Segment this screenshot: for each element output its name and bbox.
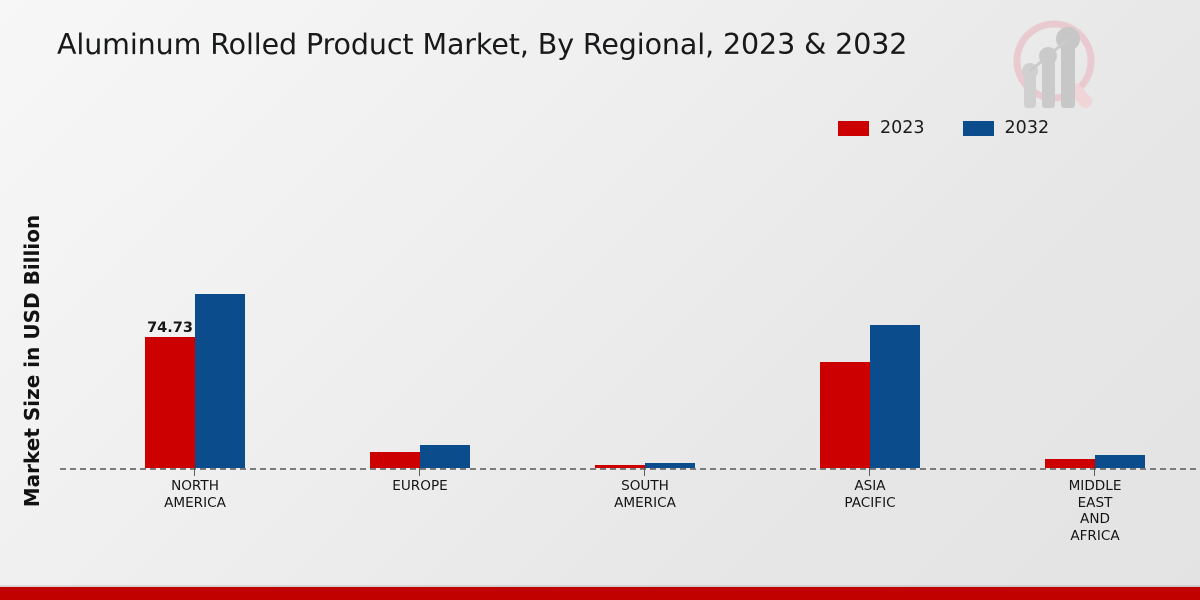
x-axis-label-line: AMERICA — [614, 494, 676, 511]
axis-baseline — [60, 468, 1196, 470]
legend-swatch-2032 — [962, 121, 994, 137]
legend-label-2032: 2032 — [1004, 118, 1050, 138]
x-axis-label-europe: EUROPE — [392, 478, 447, 495]
x-axis-label-line: EAST — [1077, 494, 1113, 511]
bar-value-north-america-2023: 74.73 — [147, 320, 193, 336]
bar-south-america-2023[interactable] — [595, 465, 645, 468]
x-axis-label-middle-east-and-africa: MIDDLE EAST AND AFRICA — [1069, 478, 1122, 544]
footer-accent-strip — [0, 587, 1200, 600]
chart-legend: 2023 2032 — [838, 118, 1050, 138]
bar-asia-pacific-2023[interactable] — [820, 362, 870, 468]
x-axis-label-line: AFRICA — [1070, 527, 1120, 544]
x-axis-label-north-america: NORTH AMERICA — [164, 478, 226, 511]
bar-north-america-2023[interactable]: 74.73 — [145, 320, 195, 468]
bar-group-asia-pacific: ASIA PACIFIC — [795, 150, 945, 511]
bar-asia-pacific-2032[interactable] — [870, 325, 920, 468]
bar-group-north-america: 74.73 NORTH AMERICA — [120, 150, 270, 511]
plot-area: 74.73 NORTH AMERICA EUROPE — [60, 150, 1196, 544]
x-axis-tick-europe — [419, 468, 420, 476]
x-axis-label-line: AMERICA — [164, 494, 226, 511]
x-axis-label-south-america: SOUTH AMERICA — [614, 478, 676, 511]
market-research-logo-icon — [1004, 14, 1108, 122]
bar-europe-2023[interactable] — [370, 452, 420, 468]
footer-divider — [0, 585, 1200, 587]
x-axis-tick-asia-pacific — [869, 468, 870, 476]
x-axis-tick-middle-east-and-africa — [1094, 468, 1095, 476]
y-axis-title: Market Size in USD Billion — [20, 214, 44, 508]
x-axis-label-line: NORTH — [171, 478, 219, 494]
bar-middle-east-and-africa-2032[interactable] — [1095, 455, 1145, 468]
bar-middle-east-and-africa-2023[interactable] — [1045, 459, 1095, 468]
x-axis-label-line: AND — [1080, 511, 1110, 527]
legend-swatch-2023 — [838, 121, 869, 137]
bar-north-america-2032[interactable] — [195, 294, 245, 468]
x-axis-label-asia-pacific: ASIA PACIFIC — [844, 478, 895, 511]
x-axis-tick-north-america — [194, 468, 195, 476]
bar-group-south-america: SOUTH AMERICA — [570, 150, 720, 511]
legend-item-2032[interactable]: 2032 — [962, 118, 1050, 138]
legend-item-2023[interactable]: 2023 — [838, 118, 925, 138]
x-axis-tick-south-america — [644, 468, 645, 476]
x-axis-label-line: EUROPE — [392, 478, 448, 494]
x-axis-label-line: MIDDLE — [1068, 478, 1122, 494]
chart-title: Aluminum Rolled Product Market, By Regio… — [57, 28, 908, 61]
x-axis-label-line: PACIFIC — [844, 494, 896, 511]
bar-group-middle-east-and-africa: MIDDLE EAST AND AFRICA — [1020, 150, 1170, 544]
legend-label-2023: 2023 — [880, 118, 925, 138]
x-axis-label-line: ASIA — [854, 478, 886, 494]
bar-group-europe: EUROPE — [345, 150, 495, 494]
x-axis-label-line: SOUTH — [621, 478, 669, 494]
bar-south-america-2032[interactable] — [645, 463, 695, 468]
bar-europe-2032[interactable] — [420, 445, 470, 468]
